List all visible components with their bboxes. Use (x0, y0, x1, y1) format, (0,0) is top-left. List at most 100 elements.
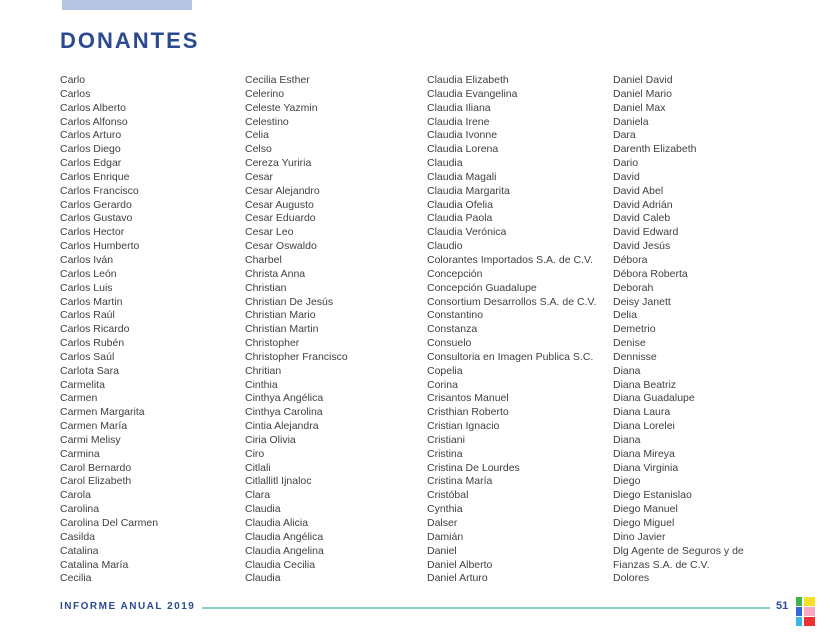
donor-name: Cristhian Roberto (427, 406, 509, 419)
donor-name: Ciria Olivia (245, 433, 296, 446)
donor-name: Crisantos Manuel (427, 392, 509, 405)
donor-name: Cecilia Esther (245, 74, 310, 86)
logo-block (803, 607, 815, 616)
donor-name: Carlos Edgar (60, 157, 122, 170)
donor-name: Diego Miguel (613, 517, 675, 529)
donor-name: Cesar Augusto (245, 198, 314, 211)
donor-name: Charbel (245, 253, 282, 266)
donor-name: Carlos Gerardo (60, 198, 132, 211)
donor-name: Consortium Desarrollos S.A. de C.V. (427, 295, 597, 308)
donor-name: Diana Mireya (613, 447, 675, 460)
donor-name: Daniela (613, 115, 649, 128)
donor-name: Dolores (613, 572, 650, 585)
donor-name: Carlos Rubén (60, 337, 125, 350)
donor-name: Claudia (245, 503, 281, 516)
donor-name: Demetrio (613, 323, 656, 336)
donor-name: Diana (613, 364, 641, 377)
donor-name: Dlg Agente de Seguros y de Fianzas S.A. … (613, 544, 744, 571)
donor-name: Deisy Janett (613, 295, 671, 308)
donor-name: Cristiani (427, 433, 465, 446)
donor-name: David Adrián (613, 198, 673, 211)
donor-name: Cristian Ignacio (427, 420, 500, 433)
donor-name: Celso (245, 143, 272, 156)
donor-name: Delia (613, 309, 637, 322)
donor-name: Daniel David (613, 74, 673, 86)
donor-name: Carlos Diego (60, 143, 121, 156)
donor-name: Claudia Ivonne (427, 129, 498, 142)
donor-name: Claudia Cecilia (245, 558, 316, 571)
donor-name: Cristóbal (427, 489, 469, 502)
donor-name: Catalina María (60, 558, 129, 571)
donor-name: Diana Guadalupe (613, 392, 695, 405)
donor-name: Christian Martin (245, 323, 319, 336)
donor-column-3: Claudia Elizabeth Claudia Evangelina Claud… (427, 74, 611, 586)
donor-name: Citlali (245, 461, 271, 474)
donor-name: Colorantes Importados S.A. de C.V. (427, 253, 593, 266)
donor-name: David Edward (613, 226, 679, 239)
donor-name: Claudia Magali (427, 170, 497, 183)
donor-name: Celeste Yazmin (245, 101, 318, 114)
donor-name: Cesar Leo (245, 226, 294, 239)
donor-name: David Caleb (613, 212, 671, 225)
donor-name: Daniel (427, 544, 457, 557)
donor-name: Carlos Hector (60, 226, 125, 239)
logo-block (803, 617, 815, 626)
donor-name: Daniel Max (613, 101, 666, 114)
donor-name: Citlallitl Ijnaloc (245, 475, 312, 488)
donor-name: Diana Laura (613, 406, 671, 419)
donor-name: Concepción (427, 267, 483, 280)
publisher-logo-icon (796, 597, 815, 626)
donor-name: Claudia Paola (427, 212, 493, 225)
donor-name: Carmen Margarita (60, 406, 145, 419)
donor-name: Claudia Margarita (427, 184, 510, 197)
donor-name: Carmi Melisy (60, 433, 121, 446)
donor-name: Carlos Alfonso (60, 115, 128, 128)
donor-name: Carlos Gustavo (60, 212, 133, 225)
donor-name: Christopher (245, 337, 300, 350)
donor-name: Claudia Angélica (245, 530, 324, 543)
donor-name: Carlos Luis (60, 281, 113, 294)
donor-name: Damián (427, 530, 464, 543)
donor-name: Diego (613, 475, 641, 488)
donor-name: Carlos Iván (60, 253, 114, 266)
donor-name: Cecilia (60, 572, 92, 585)
donor-name: Carlos Raúl (60, 309, 115, 322)
donor-column-1: Carlo Carlos Carlos Alberto Carlos Alfonso C… (60, 74, 240, 586)
donor-name: Dalser (427, 517, 458, 529)
donor-name: Diana Beatriz (613, 378, 677, 391)
logo-block (796, 617, 802, 626)
donor-name: Carmen (60, 392, 98, 405)
donor-name: Claudia Alicia (245, 517, 309, 529)
donor-name: Carolina Del Carmen (60, 517, 159, 529)
donor-name: Constanza (427, 323, 478, 336)
donor-name: Cristina María (427, 475, 493, 488)
donor-name: Claudia (427, 157, 463, 170)
donor-name: Daniel Mario (613, 87, 672, 100)
donor-name: Claudia (245, 572, 281, 585)
donor-name: Copelia (427, 364, 463, 377)
donor-name: Celia (245, 129, 269, 142)
donor-name: Claudio (427, 240, 463, 253)
donor-name: David Jesús (613, 240, 671, 253)
donor-name: Dario (613, 157, 639, 170)
logo-block (796, 607, 802, 616)
donor-name: Claudia Evangelina (427, 87, 518, 100)
donor-name: Carlos León (60, 267, 117, 280)
donor-name: Claudia Angelina (245, 544, 324, 557)
donor-name: David (613, 170, 640, 183)
donor-name: Deborah (613, 281, 654, 294)
donor-name: Carol Bernardo (60, 461, 132, 474)
donor-name: Carmina (60, 447, 100, 460)
header-accent-bar (62, 0, 192, 10)
donor-name: Carlos Humberto (60, 240, 140, 253)
donor-name: Carlos Arturo (60, 129, 122, 142)
donor-name: Celerino (245, 87, 285, 100)
donor-name: Cristina De Lourdes (427, 461, 520, 474)
donor-name: Cinthya Carolina (245, 406, 323, 419)
donor-name: Concepción Guadalupe (427, 281, 537, 294)
footer-report-label: INFORME ANUAL 2019 (60, 601, 196, 612)
donor-name: Christian Mario (245, 309, 316, 322)
donor-name: Carola (60, 489, 91, 502)
donor-name: Daniel Alberto (427, 558, 493, 571)
donor-name: Diego Estanislao (613, 489, 692, 502)
